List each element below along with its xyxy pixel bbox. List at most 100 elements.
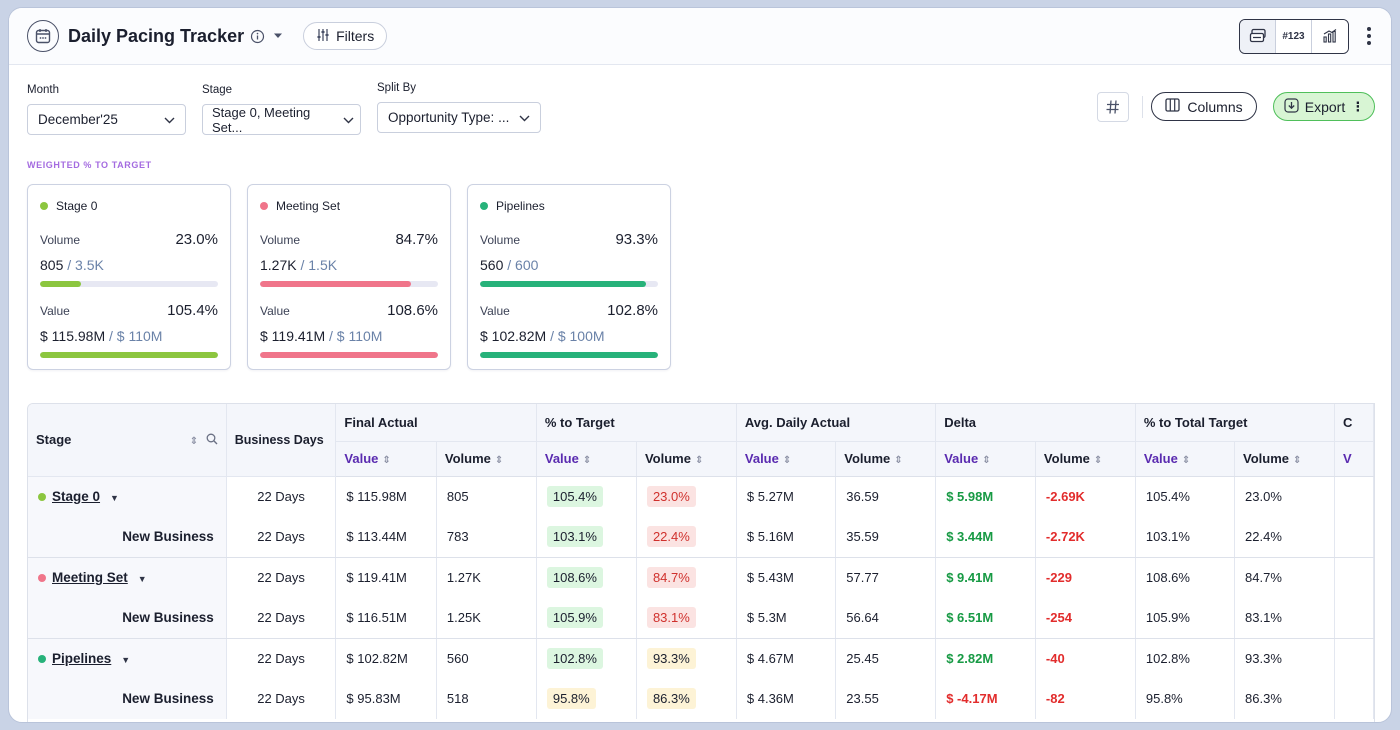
delta-cell: -254: [1035, 597, 1136, 639]
columns-icon: [1165, 98, 1181, 115]
pct-chip: 83.1%: [646, 607, 696, 628]
card-title: Meeting Set: [276, 199, 341, 213]
page-title: Daily Pacing Tracker: [68, 25, 245, 46]
table-cell: 35.59: [835, 516, 937, 558]
value-amount: $ 119.41M: [260, 328, 326, 344]
business-days-cell: 22 Days: [226, 516, 337, 558]
filters-button[interactable]: Filters: [303, 22, 388, 50]
chart-view-icon[interactable]: [1312, 19, 1348, 53]
value-subheader[interactable]: Value ⇕: [1135, 441, 1236, 477]
volume-target: / 600: [507, 257, 539, 273]
volume-subheader[interactable]: Volume ⇕: [1234, 441, 1335, 477]
table-cell: 518: [436, 678, 537, 719]
table-cell: $ 5.3M: [736, 597, 837, 639]
info-icon[interactable]: [250, 29, 265, 44]
value-pct: 105.4%: [167, 302, 218, 319]
business-days-header[interactable]: Business Days: [226, 404, 337, 477]
volume-target: / 1.5K: [300, 257, 338, 273]
number-view-button[interactable]: #123: [1276, 19, 1312, 53]
split-control: Split By Opportunity Type: ...: [377, 82, 541, 133]
pct-chip: 93.3%: [646, 648, 696, 669]
pct-chip: 84.7%: [646, 567, 696, 588]
delta-cell: $ 5.98M: [935, 476, 1036, 517]
stage-cell[interactable]: Pipelines ▼: [28, 638, 227, 679]
volume-target: / 3.5K: [67, 257, 104, 273]
pct-chip: 95.8%: [546, 688, 596, 710]
truncated-header: C: [1334, 404, 1374, 442]
export-label: Export: [1304, 98, 1346, 115]
chevron-down-icon: [343, 112, 354, 127]
value-subheader[interactable]: Value ⇕: [335, 441, 437, 477]
summary-cards: Stage 0 Volume 23.0% 805 / 3.5K Value 105.…: [27, 184, 671, 370]
filter-controls: Month December'25 Stage Stage 0, Meeting…: [27, 82, 1375, 144]
table-cell: $ 5.43M: [736, 557, 837, 598]
value-target: / $ 110M: [329, 328, 383, 344]
stage-control: Stage Stage 0, Meeting Set...: [202, 84, 361, 135]
expand-caret-icon[interactable]: ▼: [110, 493, 119, 503]
stage-value: Stage 0, Meeting Set...: [212, 104, 311, 135]
pct-chip: 108.6%: [546, 567, 603, 588]
value-subheader[interactable]: Value ⇕: [536, 441, 637, 477]
volume-subheader[interactable]: Volume ⇕: [1035, 441, 1136, 477]
columns-label: Columns: [1187, 98, 1243, 115]
expand-caret-icon[interactable]: ▼: [137, 574, 147, 584]
table-cell: 93.3%: [1234, 638, 1335, 679]
split-select[interactable]: Opportunity Type: ...: [377, 102, 541, 133]
stage-link[interactable]: Meeting Set: [52, 570, 128, 585]
table-cell: 805: [436, 476, 537, 517]
table-cell: $ 5.16M: [736, 516, 837, 558]
delta-cell: $ 2.82M: [935, 638, 1036, 679]
stage-header[interactable]: Stage ⇕: [28, 404, 227, 477]
stage-cell[interactable]: Stage 0 ▼: [28, 476, 227, 517]
filters-label: Filters: [336, 28, 375, 44]
table-cell: 103.1%: [1135, 516, 1236, 558]
value-subheader[interactable]: Value ⇕: [935, 441, 1036, 477]
volume-subheader[interactable]: Volume ⇕: [835, 441, 937, 477]
business-days-cell: 22 Days: [226, 476, 337, 517]
chevron-down-icon: [164, 112, 175, 127]
status-dot: [480, 202, 488, 210]
value-label: Value: [40, 304, 70, 318]
sliders-icon: [316, 28, 330, 45]
hash-icon[interactable]: [1097, 92, 1129, 122]
table-cell: $ 102.82M: [335, 638, 437, 679]
value-progress: [40, 352, 218, 358]
volume-subheader[interactable]: Volume ⇕: [636, 441, 737, 477]
pct-chip: 103.1%: [546, 526, 603, 547]
table-cell: $ 95.83M: [335, 678, 437, 719]
value-pct: 102.8%: [607, 302, 658, 319]
more-menu-icon[interactable]: [1363, 23, 1375, 49]
stage-link[interactable]: Pipelines: [52, 651, 112, 666]
delta-cell: -40: [1035, 638, 1136, 679]
expand-caret-icon[interactable]: ▼: [121, 655, 131, 665]
month-control: Month December'25: [27, 84, 186, 135]
sub-row-label: New Business: [28, 678, 227, 719]
chevron-down-icon: [519, 110, 530, 125]
columns-button[interactable]: Columns: [1151, 92, 1257, 121]
value-target: / $ 100M: [550, 328, 605, 344]
value-pct: 108.6%: [387, 302, 438, 319]
pct-total-header: % to Total Target: [1135, 404, 1335, 442]
sort-icon[interactable]: ⇕: [189, 436, 199, 448]
sort-search-icons[interactable]: ⇕: [186, 432, 218, 447]
stage-link[interactable]: Stage 0: [52, 489, 101, 504]
volume-value: 560: [480, 257, 504, 273]
table-view-icon[interactable]: [1240, 19, 1276, 53]
table-cell: 23.0%: [1234, 476, 1335, 517]
delta-cell: -82: [1035, 678, 1136, 719]
export-button[interactable]: Export ⋮: [1273, 92, 1375, 121]
stage-select[interactable]: Stage 0, Meeting Set...: [202, 104, 361, 135]
value-progress: [260, 352, 438, 358]
stage-header-label: Stage: [36, 432, 72, 448]
volume-subheader[interactable]: Volume ⇕: [436, 441, 537, 477]
business-days-cell: 22 Days: [226, 597, 337, 639]
month-select[interactable]: December'25: [27, 104, 186, 135]
table-cell: 102.8%: [1135, 638, 1236, 679]
pct-chip: 22.4%: [646, 526, 696, 547]
stage-cell[interactable]: Meeting Set ▼: [28, 557, 227, 598]
volume-pct: 93.3%: [615, 231, 658, 248]
meeting-set-card: Meeting Set Volume 84.7% 1.27K / 1.5K Val…: [247, 184, 451, 370]
value-subheader[interactable]: Value ⇕: [736, 441, 837, 477]
month-label: Month: [27, 84, 59, 96]
title-dropdown-icon[interactable]: [273, 32, 283, 40]
